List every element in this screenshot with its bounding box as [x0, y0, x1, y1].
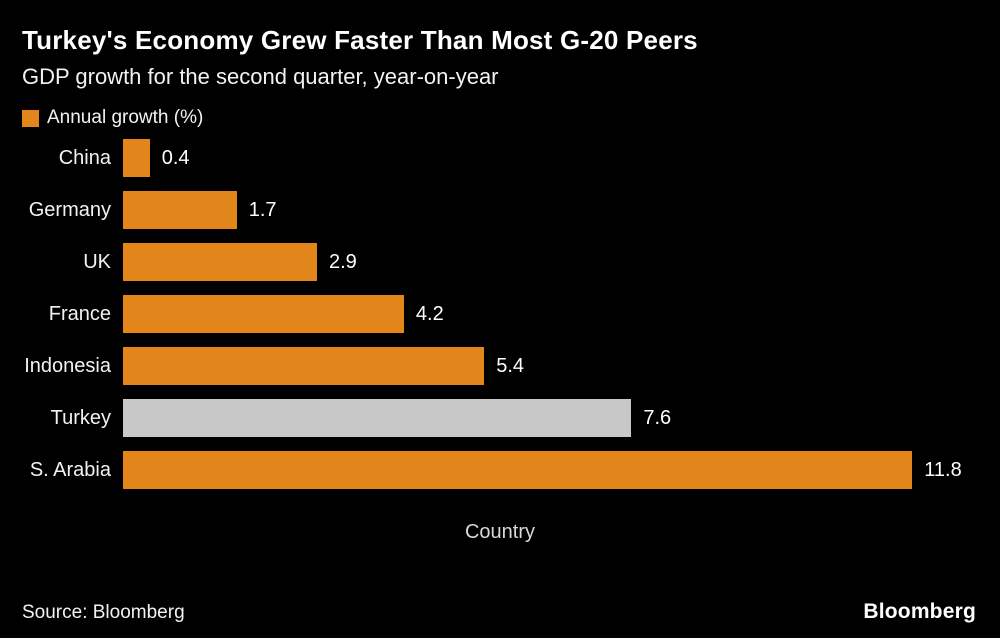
bar — [123, 295, 404, 334]
legend-label: Annual growth (%) — [47, 107, 204, 129]
value-label: 5.4 — [496, 354, 525, 377]
bar-row: France 4.2 — [0, 295, 1000, 334]
category-label: Germany — [28, 198, 111, 221]
value-label: 1.7 — [248, 198, 277, 221]
bar-track: 7.6 — [123, 399, 1000, 438]
legend-swatch-icon — [22, 109, 39, 127]
value-label: 4.2 — [415, 302, 444, 325]
bloomberg-logo: Bloomberg — [863, 600, 976, 623]
x-axis-label: Country — [464, 521, 536, 544]
value-label: 0.4 — [161, 146, 190, 169]
bar-row: Indonesia 5.4 — [0, 347, 1000, 386]
chart-title: Turkey's Economy Grew Faster Than Most G… — [22, 25, 698, 55]
bar-row: Turkey 7.6 — [0, 399, 1000, 438]
category-label: UK — [83, 250, 111, 273]
chart-subtitle: GDP growth for the second quarter, year-… — [22, 63, 499, 89]
category-label: Indonesia — [24, 354, 111, 377]
bar — [123, 139, 150, 178]
bar — [123, 451, 913, 490]
bar-track: 5.4 — [123, 347, 1000, 386]
category-label: France — [48, 302, 111, 325]
bar — [123, 399, 632, 438]
category-label: Turkey — [50, 406, 111, 429]
bar-row: Germany 1.7 — [0, 191, 1000, 230]
category-label: China — [58, 146, 111, 169]
bar — [123, 191, 237, 230]
chart-footer: Source: Bloomberg Bloomberg — [22, 600, 976, 624]
source-text: Source: Bloomberg — [22, 602, 185, 623]
bar — [123, 347, 485, 386]
bar-track: 0.4 — [123, 139, 1000, 178]
bar-track: 2.9 — [123, 243, 1000, 282]
bar-track: 1.7 — [123, 191, 1000, 230]
bar-row: China 0.4 — [0, 139, 1000, 178]
value-label: 7.6 — [643, 406, 672, 429]
value-label: 2.9 — [328, 250, 357, 273]
bar-row: S. Arabia 11.8 — [0, 451, 1000, 490]
category-label: S. Arabia — [29, 458, 111, 481]
bar-track: 11.8 — [123, 451, 1000, 490]
bar — [123, 243, 317, 282]
value-label: 11.8 — [924, 458, 962, 481]
bar-track: 4.2 — [123, 295, 1000, 334]
chart-header: Turkey's Economy Grew Faster Than Most G… — [0, 0, 1000, 89]
bar-row: UK 2.9 — [0, 243, 1000, 282]
chart-legend: Annual growth (%) — [0, 89, 1000, 133]
bar-chart: China 0.4 Germany 1.7 UK 2.9 France 4.2 Indonesi… — [0, 133, 1000, 490]
